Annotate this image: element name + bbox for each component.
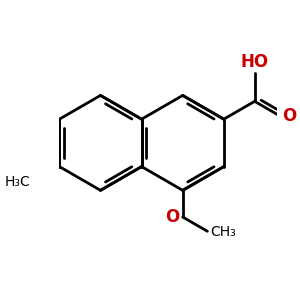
Text: CH₃: CH₃: [210, 225, 236, 239]
Text: O: O: [166, 208, 180, 226]
Text: HO: HO: [241, 53, 269, 71]
Text: O: O: [283, 106, 297, 124]
Text: H₃C: H₃C: [4, 175, 30, 189]
